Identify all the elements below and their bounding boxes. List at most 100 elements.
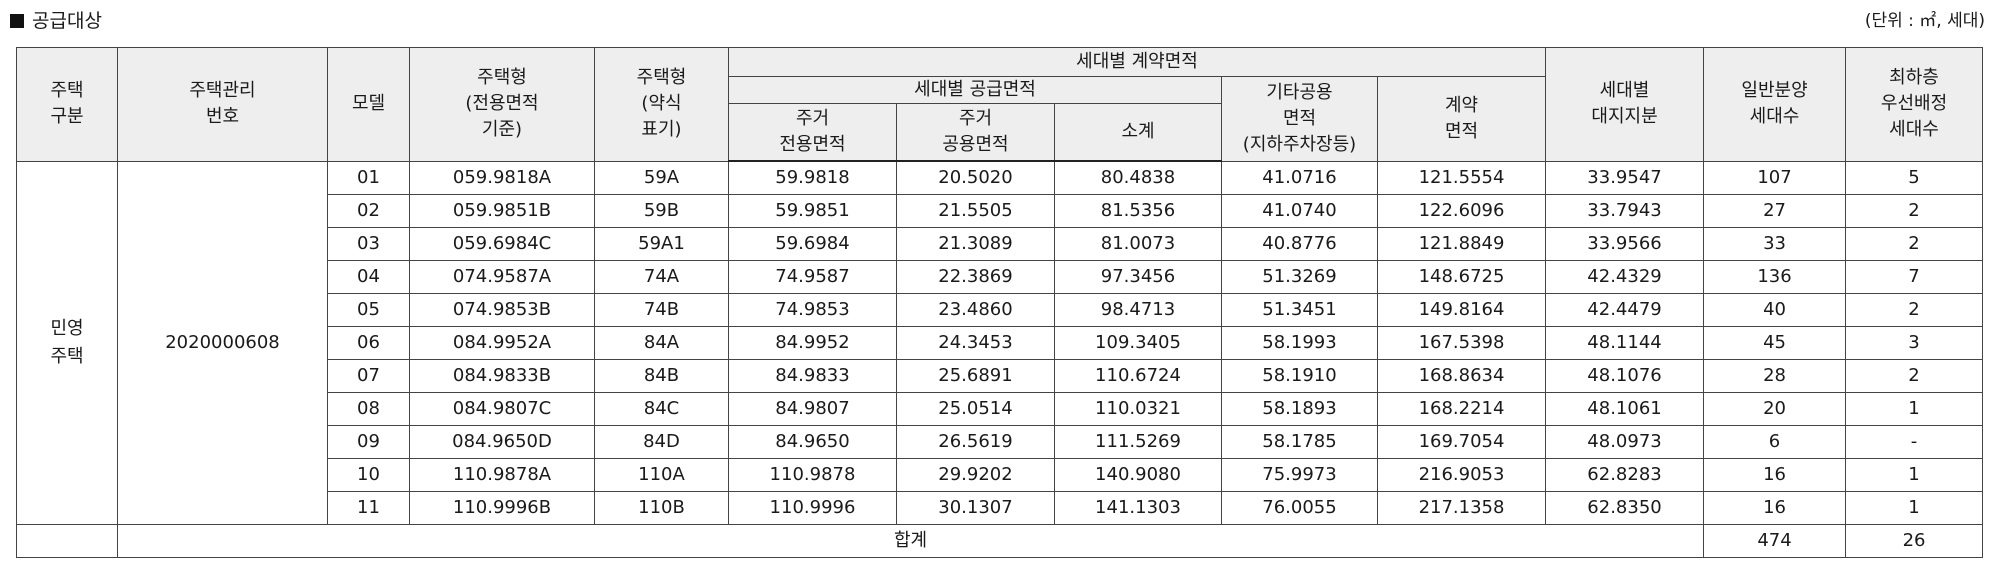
table-row: 민영 주택 2020000608 01 059.9818A 59A 59.9818 20.50… — [16, 160, 1984, 525]
header-supply-area-group: 세대별 공급면적 — [728, 76, 1222, 104]
other-cell: 51.3269 — [1221, 260, 1378, 294]
subtotal-cell: 109.3405 — [1054, 326, 1222, 360]
table-row: 07 084.9833B 84B 84.9833 25.6891 110.6724 58.1… — [17, 359, 1984, 393]
exclusive-cell: 59.9818 — [728, 160, 897, 195]
other-cell: 58.1893 — [1221, 392, 1378, 426]
model-cell: 11 — [327, 491, 410, 525]
short-cell: 110B — [594, 491, 729, 525]
table-row: 10 110.9878A 110A 110.9878 29.9202 140.9080 75… — [17, 458, 1984, 492]
type-cell: 059.9851B — [409, 194, 595, 228]
contract-cell: 122.6096 — [1376, 194, 1547, 228]
lowest-cell: - — [1845, 425, 1984, 459]
header-contract-area-group: 세대별 계약면적 — [727, 47, 1547, 77]
type-cell: 084.9952A — [409, 326, 595, 360]
exclusive-cell: 84.9952 — [728, 326, 897, 360]
contract-cell: 148.6725 — [1376, 260, 1547, 294]
land-cell: 62.8283 — [1545, 458, 1705, 492]
land-cell: 33.9547 — [1545, 160, 1705, 195]
land-cell: 48.1144 — [1545, 326, 1705, 360]
exclusive-cell: 110.9996 — [728, 491, 897, 525]
management-number-cell: 2020000608 — [117, 160, 328, 525]
type-cell: 110.9996B — [409, 491, 595, 525]
type-cell: 059.6984C — [409, 227, 595, 261]
subtotal-cell: 80.4838 — [1054, 160, 1222, 195]
exclusive-cell: 59.6984 — [728, 227, 897, 261]
model-cell: 04 — [327, 260, 410, 294]
other-cell: 76.0055 — [1221, 491, 1378, 525]
model-cell: 05 — [327, 293, 410, 327]
other-cell: 75.9973 — [1221, 458, 1378, 492]
header-land-share: 세대별 대지지분 — [1545, 47, 1705, 162]
lowest-cell: 5 — [1845, 160, 1984, 195]
lowest-cell: 1 — [1845, 458, 1984, 492]
model-cell: 02 — [327, 194, 410, 228]
subtotal-cell: 97.3456 — [1054, 260, 1222, 294]
other-cell: 40.8776 — [1221, 227, 1378, 261]
lowest-cell: 3 — [1845, 326, 1984, 360]
unit-note: (단위 : ㎡, 세대) — [1864, 11, 1985, 31]
header-contract: 계약 면적 — [1376, 76, 1547, 162]
supply-table: 주택 구분 주택관리 번호 모델 주택형 (전용면적 기준) 주택형 (약식 표기) 세대별… — [16, 47, 1984, 558]
common-cell: 22.3869 — [896, 260, 1055, 294]
land-cell: 42.4479 — [1545, 293, 1705, 327]
square-bullet-icon — [10, 14, 24, 28]
land-cell: 62.8350 — [1545, 491, 1705, 525]
units-cell: 45 — [1703, 326, 1847, 360]
header-other-common: 기타공용 면적 (지하주차장등) — [1221, 76, 1378, 162]
type-cell: 084.9833B — [409, 359, 595, 393]
header-subtotal: 소계 — [1054, 103, 1222, 162]
total-units-cell: 474 — [1703, 524, 1847, 558]
short-cell: 59A1 — [594, 227, 729, 261]
common-cell: 25.6891 — [896, 359, 1055, 393]
lowest-cell: 7 — [1845, 260, 1984, 294]
short-cell: 110A — [594, 458, 729, 492]
common-cell: 21.5505 — [896, 194, 1055, 228]
short-cell: 84D — [594, 425, 729, 459]
land-cell: 33.9566 — [1545, 227, 1705, 261]
header-house-type-short: 주택형 (약식 표기) — [594, 47, 729, 162]
common-cell: 26.5619 — [896, 425, 1055, 459]
model-cell: 10 — [327, 458, 410, 492]
type-cell: 059.9818A — [409, 160, 595, 195]
units-cell: 20 — [1703, 392, 1847, 426]
type-cell: 110.9878A — [409, 458, 595, 492]
contract-cell: 168.2214 — [1376, 392, 1547, 426]
units-cell: 27 — [1703, 194, 1847, 228]
land-cell: 42.4329 — [1545, 260, 1705, 294]
units-cell: 107 — [1703, 160, 1847, 195]
other-cell: 58.1785 — [1221, 425, 1378, 459]
land-cell: 33.7943 — [1545, 194, 1705, 228]
lowest-cell: 2 — [1845, 194, 1984, 228]
subtotal-cell: 110.6724 — [1054, 359, 1222, 393]
table-row: 06 084.9952A 84A 84.9952 24.3453 109.3405 58.1… — [17, 326, 1984, 360]
common-cell: 23.4860 — [896, 293, 1055, 327]
header-management-number: 주택관리 번호 — [117, 47, 328, 162]
header-type-category: 주택 구분 — [16, 47, 118, 162]
header-common: 주거 공용면적 — [896, 103, 1055, 162]
table-row: 02 059.9851B 59B 59.9851 21.5505 81.5356 41.07… — [17, 194, 1984, 228]
total-label-cell: 합계 — [116, 524, 1705, 558]
section-title-text: 공급대상 — [32, 10, 102, 32]
common-cell: 24.3453 — [896, 326, 1055, 360]
units-cell: 16 — [1703, 491, 1847, 525]
model-cell: 08 — [327, 392, 410, 426]
other-cell: 41.0716 — [1221, 160, 1378, 195]
contract-cell: 217.1358 — [1376, 491, 1547, 525]
subtotal-cell: 98.4713 — [1054, 293, 1222, 327]
type-cell: 084.9650D — [409, 425, 595, 459]
category-line: 민영 — [50, 317, 84, 339]
exclusive-cell: 74.9853 — [728, 293, 897, 327]
common-cell: 21.3089 — [896, 227, 1055, 261]
subtotal-cell: 111.5269 — [1054, 425, 1222, 459]
total-lowest-cell: 26 — [1845, 524, 1984, 558]
table-row: 09 084.9650D 84D 84.9650 26.5619 111.5269 58.1… — [17, 425, 1984, 459]
common-cell: 20.5020 — [896, 160, 1055, 195]
header-house-type: 주택형 (전용면적 기준) — [409, 47, 595, 162]
subtotal-cell: 140.9080 — [1054, 458, 1222, 492]
category-line: 주택 — [50, 345, 84, 367]
header-lowest-floor: 최하층 우선배정 세대수 — [1845, 47, 1984, 162]
section-title: 공급대상 — [10, 8, 102, 34]
table-row: 11 110.9996B 110B 110.9996 30.1307 141.1303 76… — [17, 491, 1984, 525]
contract-cell: 167.5398 — [1376, 326, 1547, 360]
